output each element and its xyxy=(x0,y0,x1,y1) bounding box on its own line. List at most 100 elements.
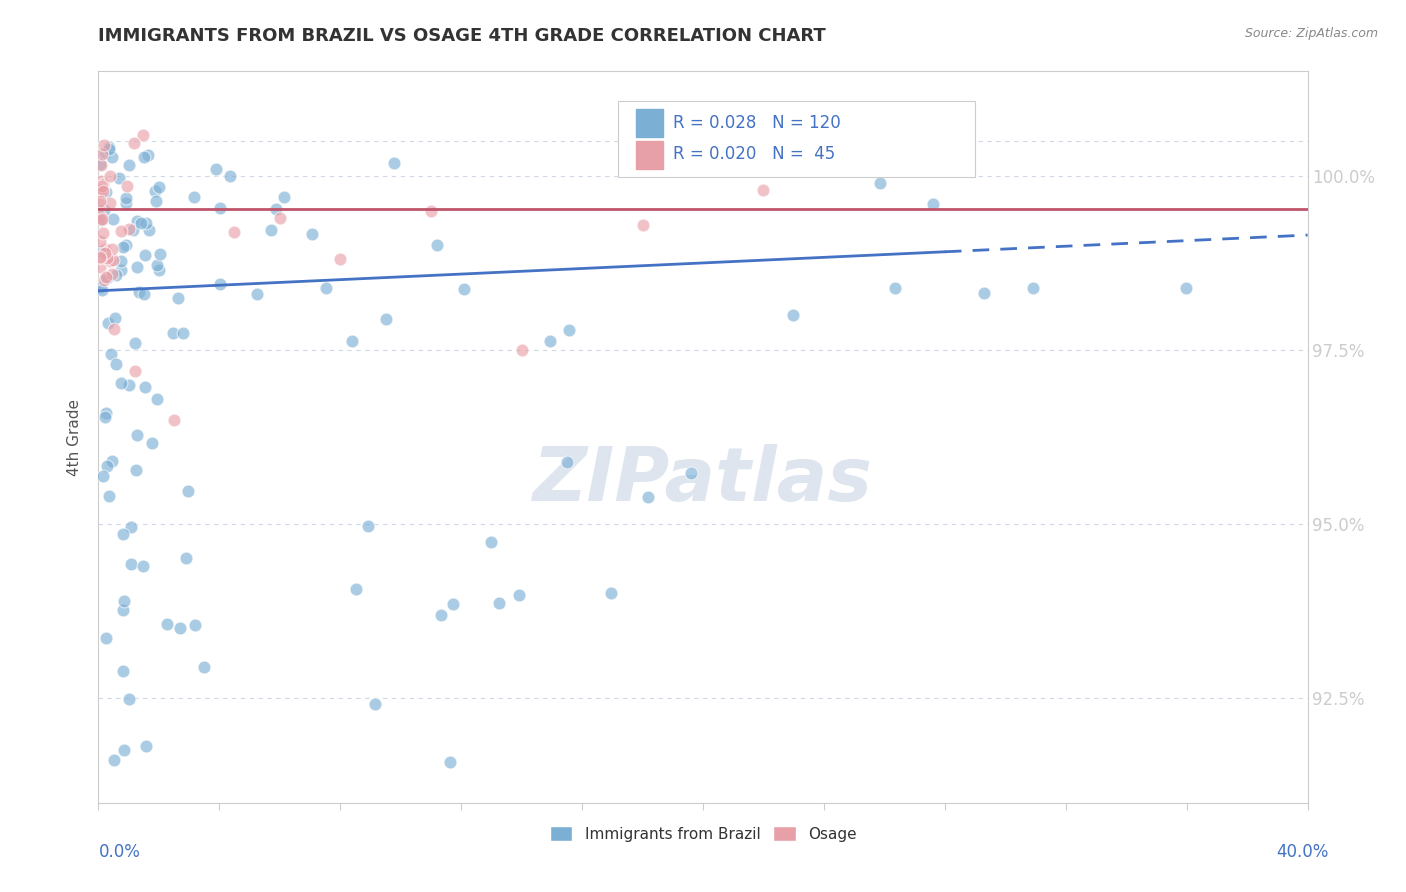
Point xyxy=(89,209,111,223)
Point xyxy=(101,242,124,256)
Point xyxy=(135,216,157,230)
Point xyxy=(89,234,111,248)
Point xyxy=(555,455,578,469)
Bar xyxy=(637,141,664,169)
Point xyxy=(98,169,121,183)
Point xyxy=(193,660,215,674)
Point xyxy=(101,268,124,282)
Point xyxy=(125,463,148,477)
Point xyxy=(98,490,121,504)
Point xyxy=(110,376,132,390)
Point xyxy=(122,136,145,150)
Point xyxy=(93,203,115,218)
Point xyxy=(205,161,228,176)
Point xyxy=(115,179,138,194)
Point xyxy=(93,137,115,152)
Point xyxy=(98,140,121,154)
Point xyxy=(679,466,702,480)
Point xyxy=(138,148,160,162)
Point xyxy=(224,225,246,239)
Point xyxy=(98,196,121,211)
Point xyxy=(266,202,288,216)
Point xyxy=(93,273,115,287)
Point xyxy=(342,334,364,349)
Point xyxy=(91,211,114,226)
Point xyxy=(426,238,449,252)
Point xyxy=(172,326,194,340)
Point xyxy=(183,190,205,204)
Point xyxy=(134,150,156,164)
Point xyxy=(246,287,269,301)
Point xyxy=(103,753,125,767)
Point xyxy=(124,364,146,378)
Point xyxy=(145,392,167,407)
Text: R = 0.020   N =  45: R = 0.020 N = 45 xyxy=(672,145,835,163)
Point xyxy=(91,181,114,195)
Point xyxy=(91,468,114,483)
Point xyxy=(441,597,464,611)
Point xyxy=(973,285,995,300)
Point xyxy=(128,285,150,299)
Point xyxy=(97,142,120,156)
Point xyxy=(94,409,117,424)
Point xyxy=(869,176,891,190)
Point xyxy=(208,201,231,215)
Point xyxy=(125,214,148,228)
Point xyxy=(479,534,502,549)
Point xyxy=(134,380,156,394)
Point xyxy=(453,282,475,296)
Point xyxy=(94,407,117,421)
Point xyxy=(104,358,127,372)
Point xyxy=(110,253,132,268)
Point xyxy=(938,157,960,171)
Point xyxy=(260,223,283,237)
Point xyxy=(375,312,398,326)
Point xyxy=(93,226,115,240)
Point xyxy=(121,223,143,237)
Point xyxy=(89,251,111,265)
Point xyxy=(558,323,581,337)
Point xyxy=(118,222,141,236)
Legend: Immigrants from Brazil, Osage: Immigrants from Brazil, Osage xyxy=(544,820,862,847)
Point xyxy=(132,287,155,301)
Point xyxy=(177,484,200,499)
Point xyxy=(115,237,138,252)
Point xyxy=(752,183,775,197)
Point xyxy=(143,184,166,198)
Point xyxy=(91,179,114,194)
Point xyxy=(101,253,124,268)
Point xyxy=(111,240,134,254)
Point xyxy=(91,184,114,198)
Point xyxy=(101,211,124,226)
Point xyxy=(174,550,197,565)
Point xyxy=(156,616,179,631)
Point xyxy=(127,260,149,274)
Point xyxy=(782,308,804,322)
Point xyxy=(96,458,118,473)
Point xyxy=(89,197,111,211)
Point xyxy=(89,212,111,227)
Point xyxy=(1175,280,1198,294)
Point xyxy=(118,158,141,172)
Point xyxy=(89,280,111,294)
Point xyxy=(90,174,112,188)
Point xyxy=(167,291,190,305)
Point xyxy=(364,697,387,711)
Point xyxy=(101,150,124,164)
Point xyxy=(129,216,152,230)
Point xyxy=(148,263,170,277)
Point xyxy=(94,242,117,256)
Point xyxy=(94,631,117,645)
Point xyxy=(600,586,623,600)
Point xyxy=(301,227,323,241)
Point xyxy=(439,755,461,769)
Point xyxy=(100,347,122,361)
Point xyxy=(315,281,337,295)
Point xyxy=(146,258,169,272)
Point xyxy=(93,246,115,260)
Point xyxy=(329,252,352,267)
Point xyxy=(118,691,141,706)
Point xyxy=(103,322,125,336)
Point xyxy=(510,343,533,357)
Point xyxy=(89,157,111,171)
